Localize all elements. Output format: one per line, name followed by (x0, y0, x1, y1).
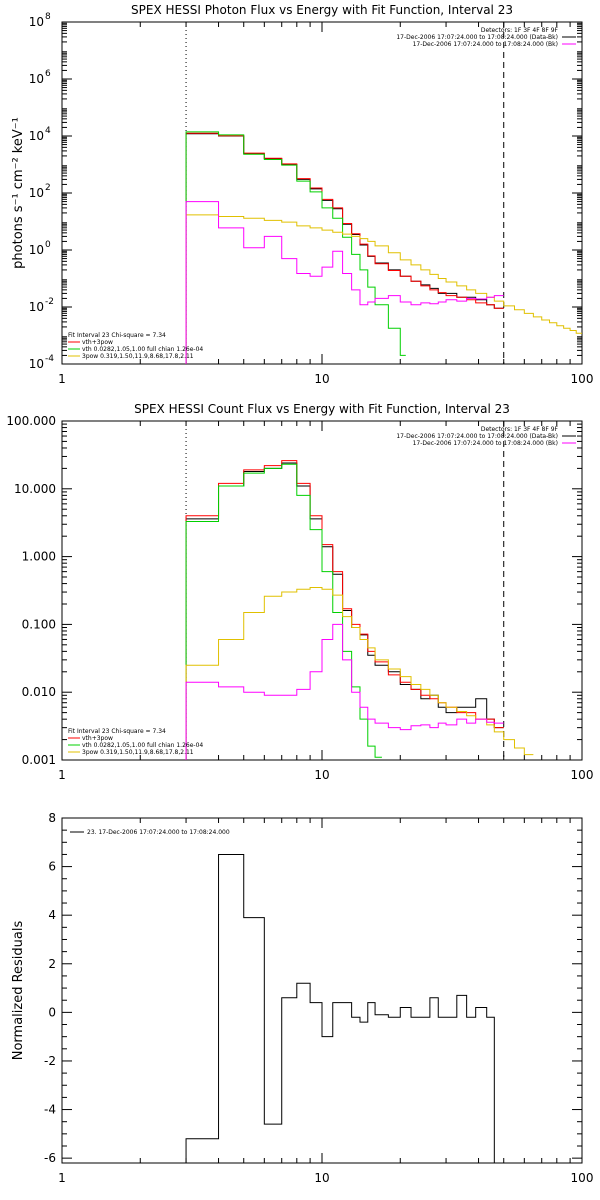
y-tick-exponent: -2 (45, 297, 54, 307)
y-tick-label: 10 (29, 243, 44, 257)
series-line-3 (185, 587, 534, 760)
legend-top-text: 23. 17-Dec-2006 17:07:24.000 to 17:08:24… (87, 829, 230, 836)
y-tick-label: 0.001 (22, 753, 56, 767)
residuals-panel: 1 10 100 -6 -4 -2 0 2 4 6 8 Normalized Residuals 23.… (11, 811, 593, 1185)
plot-frame (61, 817, 583, 1164)
y-tick-label: 10 (29, 300, 44, 314)
x-tick-label: 100 (571, 372, 594, 386)
series-line-0 (185, 133, 504, 364)
y-tick-label: 0.100 (22, 617, 56, 631)
legend-bottom-text: vth 0.0282,1.05,1.00 full chian 1.26e-04 (82, 346, 203, 353)
x-tick-label: 1 (58, 768, 66, 782)
y-tick-label: -6 (44, 1151, 56, 1165)
series-line-1 (185, 132, 504, 364)
y-tick-label: 100.000 (6, 414, 56, 428)
y-tick-label: 0 (48, 1005, 56, 1019)
legend-bottom-text: Fit Interval 23 Chi-square = 7.34 (68, 728, 166, 735)
x-tick-label: 100 (571, 1171, 594, 1185)
photon-flux-panel: SPEX HESSI Photon Flux vs Energy with Fi… (11, 3, 593, 386)
y-tick-label: -4 (44, 1103, 56, 1117)
y-tick-label: 4 (48, 908, 56, 922)
y-tick-label: 10 (29, 15, 44, 29)
legend-bottom-text: vth 0.0282,1.05,1.00 full chian 1.26e-04 (82, 742, 203, 749)
legend-bottom-text: Fit Interval 23 Chi-square = 7.34 (68, 332, 166, 339)
series-line-0 (185, 853, 505, 1163)
series-line-0 (185, 462, 504, 760)
y-tick-label: 10 (29, 186, 44, 200)
y-axis-label: photons s⁻¹ cm⁻² keV⁻¹ (11, 117, 26, 269)
data-area (185, 131, 582, 364)
y-tick-label: 1.000 (22, 550, 56, 564)
y-tick-label: 2 (48, 957, 56, 971)
x-tick-label: 100 (571, 768, 594, 782)
legend-bottom-text: vth+3pow (82, 339, 113, 346)
legend-top-text: Detectors: 1F 3F 4F 8F 9F (481, 426, 559, 433)
x-tick-label: 10 (314, 372, 329, 386)
y-tick-exponent: -4 (45, 354, 54, 364)
data-area (185, 853, 505, 1163)
legend-top-text: 17-Dec-2006 17:07:24.000 to 17:08:24.000… (396, 34, 558, 41)
series-line-4 (185, 623, 504, 760)
y-tick-label: 10 (29, 72, 44, 86)
y-tick-exponent: 2 (45, 183, 51, 193)
y-tick-label: -2 (44, 1054, 56, 1068)
legend-top-text: 17-Dec-2006 17:07:24.000 to 17:08:24.000… (413, 41, 558, 48)
series-line-4 (185, 201, 504, 364)
x-tick-label: 10 (314, 1171, 329, 1185)
legend-bottom-text: 3pow 0.319,1.50,11.9,8.68,17.8,2.11 (82, 353, 194, 360)
chart-title: SPEX HESSI Photon Flux vs Energy with Fi… (131, 3, 513, 17)
series-line-1 (185, 460, 504, 760)
legend-top-text: 17-Dec-2006 17:07:24.000 to 17:08:24.000… (396, 433, 558, 440)
x-tick-label: 1 (58, 1171, 66, 1185)
y-tick-label: 10 (29, 129, 44, 143)
chart-title: SPEX HESSI Count Flux vs Energy with Fit… (134, 402, 510, 416)
y-tick-exponent: 4 (45, 126, 51, 136)
series-line-2 (185, 463, 382, 760)
legend-top-text: Detectors: 1F 3F 4F 8F 9F (481, 27, 559, 34)
y-tick-label: 6 (48, 860, 56, 874)
y-tick-exponent: 6 (45, 69, 51, 79)
y-axis-label: Normalized Residuals (11, 921, 26, 1061)
series-line-2 (185, 131, 406, 364)
legend-top-text: 17-Dec-2006 17:07:24.000 to 17:08:24.000… (413, 440, 558, 447)
x-tick-label: 1 (58, 372, 66, 386)
legend-bottom-text: 3pow 0.319,1.50,11.9,8.68,17.8,2.11 (82, 749, 194, 756)
y-tick-exponent: 0 (45, 240, 51, 250)
series-line-3 (185, 214, 582, 364)
x-tick-label: 10 (314, 768, 329, 782)
y-tick-label: 8 (48, 811, 56, 825)
legend-bottom-text: vth+3pow (82, 735, 113, 742)
y-tick-label: 10.000 (14, 482, 56, 496)
y-tick-exponent: 8 (45, 12, 51, 22)
count-flux-panel: SPEX HESSI Count Flux vs Energy with Fit… (6, 402, 593, 782)
data-area (185, 460, 534, 760)
y-tick-label: 0.010 (22, 685, 56, 699)
y-tick-label: 10 (29, 357, 44, 371)
